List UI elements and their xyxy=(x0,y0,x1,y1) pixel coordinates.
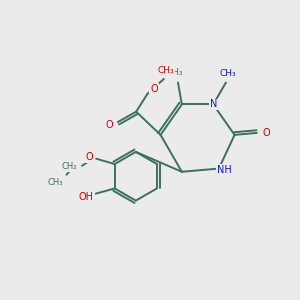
Text: CH₃: CH₃ xyxy=(167,68,183,77)
Text: CH₃: CH₃ xyxy=(158,66,175,75)
Text: O: O xyxy=(150,83,158,94)
Text: O: O xyxy=(86,152,94,162)
Text: OH: OH xyxy=(79,192,94,202)
Text: CH₂: CH₂ xyxy=(61,162,77,171)
Text: O: O xyxy=(262,128,270,138)
Text: CH₃: CH₃ xyxy=(220,69,237,78)
Text: CH₃: CH₃ xyxy=(48,178,63,187)
Text: N: N xyxy=(210,99,217,110)
Text: O: O xyxy=(106,120,113,130)
Text: NH: NH xyxy=(217,165,232,175)
